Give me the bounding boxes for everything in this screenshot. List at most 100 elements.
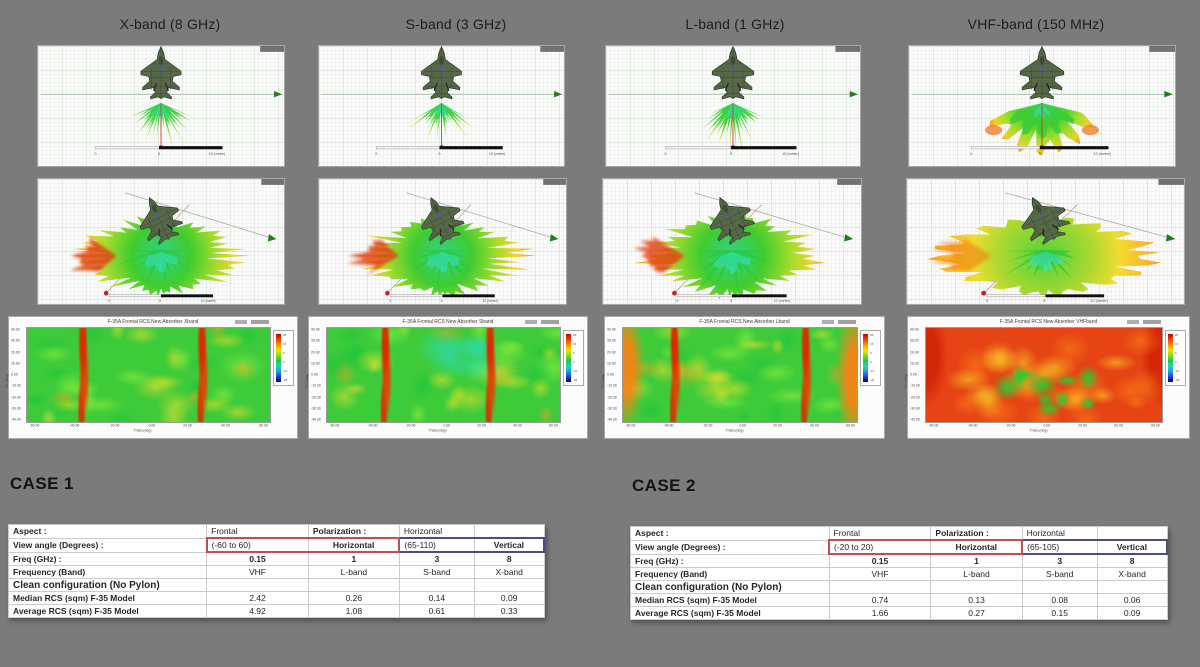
heatmap-vhf: F-35A Frontal RCS New Absorber VHFband P… (904, 316, 1190, 439)
table-cell: 3 (398, 551, 475, 566)
axis-origin-marker (439, 67, 444, 71)
text-element: 5 (1043, 299, 1045, 303)
radiation-pattern-3d-svg: 0 5 10 (meter) (347, 179, 566, 303)
path-element (709, 196, 756, 245)
text-element: 10 (meter) (209, 152, 225, 156)
origin-marker (103, 290, 109, 296)
table-cell: 0.09 (1096, 606, 1168, 620)
radiation-pattern-top-svg: 0 5 10 (meter) (609, 46, 860, 156)
table-row: Freq (GHz) :0.15 1 3 8 (7, 551, 545, 566)
span-element: -20.00 (702, 424, 713, 428)
span-element: 40.00 (512, 424, 522, 428)
axis-origin-marker (159, 67, 163, 71)
pattern-hotspot (347, 240, 399, 276)
axis-origin-marker (1040, 67, 1044, 71)
table-cell: Aspect : (630, 526, 830, 541)
span-element: -25 (573, 378, 578, 382)
text-element: 0 (676, 299, 678, 303)
span-element: -40.00 (69, 424, 80, 428)
table-cell: Horizontal (398, 524, 475, 539)
span-element: 40.00 (221, 424, 230, 428)
span-element: 10.00 (11, 362, 20, 366)
span-element: -30.00 (607, 407, 617, 411)
span-element: 30.00 (607, 339, 616, 343)
scalebar-dark (161, 294, 214, 298)
span-element: -20.00 (311, 395, 321, 400)
span-element: -10 (573, 369, 578, 373)
heatmap-title: F-35A Frontal RCS New Absorber Lband (699, 319, 790, 325)
scalebar-dark (1045, 294, 1105, 298)
radiation-pattern-3d-svg: 0 5 10 (meter) (633, 179, 861, 303)
table-cell: 2.42 (206, 591, 309, 605)
line-element (718, 218, 728, 237)
ellipse-element (433, 205, 439, 213)
table-cell: 0.13 (930, 593, 1023, 607)
span-element: 40.00 (607, 328, 616, 332)
table-cell (1096, 526, 1168, 541)
line-element (439, 228, 442, 237)
table-cell: Average RCS (sqm) F-35 Model (7, 604, 208, 618)
span-element: 20.00 (607, 350, 616, 355)
line-element (1051, 224, 1060, 230)
table-cell: Median RCS (sqm) F-35 Model (7, 591, 208, 605)
heatmap-title: F-35A Frontal RCS New Absorber Xband (107, 319, 199, 325)
line-element (1042, 228, 1044, 237)
line-element (445, 82, 450, 91)
axis-arrow-icon (1165, 234, 1176, 242)
text-element: 10 (meter) (782, 152, 799, 156)
pattern-lobe-mid (422, 103, 458, 127)
path-element (139, 196, 184, 245)
table-cell: 0.33 (473, 604, 545, 618)
table-cell: Horizontal (307, 537, 401, 553)
span-element: Theta (deg) (1029, 429, 1048, 433)
scalebar-dark (1039, 146, 1109, 150)
table-cell: Horizontal (930, 539, 1024, 555)
aircraft-model (139, 196, 184, 245)
line-element (724, 82, 730, 91)
span-element: -20.00 (109, 424, 120, 428)
span-element: 0.00 (443, 424, 450, 428)
scalebar-light (970, 146, 1041, 150)
aircraft-model (709, 196, 756, 245)
span-element: -20.00 (607, 395, 617, 400)
heatmap-colorbar: 25 15 5 0 -10 -25 (1165, 330, 1186, 386)
table-cell: Frequency (Band) (630, 567, 830, 581)
table-cell (828, 580, 932, 594)
table-cell (1096, 580, 1168, 594)
axis-arrow-icon (274, 91, 283, 98)
ellipse-element (1039, 56, 1045, 65)
span-element: -10 (870, 369, 875, 373)
table-row: Average RCS (sqm) F-35 Model 1.66 0.27 0.15… (630, 606, 1168, 620)
table-cell: Frontal (206, 524, 309, 539)
scalebar-dark (159, 146, 223, 150)
heatmap-ylabel: Phi (deg) (5, 373, 9, 388)
scalebar-dark (730, 146, 797, 150)
span-element: 40.00 (11, 328, 20, 332)
span-element: 10.00 (311, 362, 320, 366)
colorbar-gradient (1168, 334, 1173, 382)
span-element: 5 (573, 351, 575, 355)
table-cell (307, 578, 400, 592)
table-row: Frequency (Band) VHF L-band S-band X-band (7, 565, 545, 579)
text-element: 5 (730, 152, 732, 156)
span-element: -40.00 (367, 424, 378, 428)
pattern-top-view-xband: 0 5 10 (meter) (37, 45, 285, 167)
line-element (448, 224, 455, 230)
table-cell: L-band (930, 567, 1023, 581)
span-element: 15 (283, 342, 287, 346)
span-element: 20.00 (1077, 424, 1087, 428)
table-cell: Aspect : (7, 524, 208, 539)
span-element: 60.00 (259, 424, 268, 428)
table-row: Median RCS (sqm) F-35 Model 2.42 0.26 0.14 0… (7, 591, 545, 605)
div-element: 25 15 5 0 -10 -25 (573, 333, 580, 383)
band-header-vhf: VHF-band (150 MHz) (967, 16, 1105, 32)
table-row: Freq (GHz) :0.15 1 3 8 (630, 553, 1168, 568)
pattern-blob-inner (1029, 251, 1065, 273)
radiation-pattern-top-svg: 0 5 10 (meter) (40, 46, 284, 156)
heatmap-corner-note (822, 320, 856, 324)
ellipse-element (722, 205, 729, 213)
span-element: 20.00 (311, 350, 320, 355)
scalebar-light (108, 294, 162, 298)
span-element: -60.00 (625, 424, 636, 428)
heatmap-plot-area (925, 327, 1163, 423)
